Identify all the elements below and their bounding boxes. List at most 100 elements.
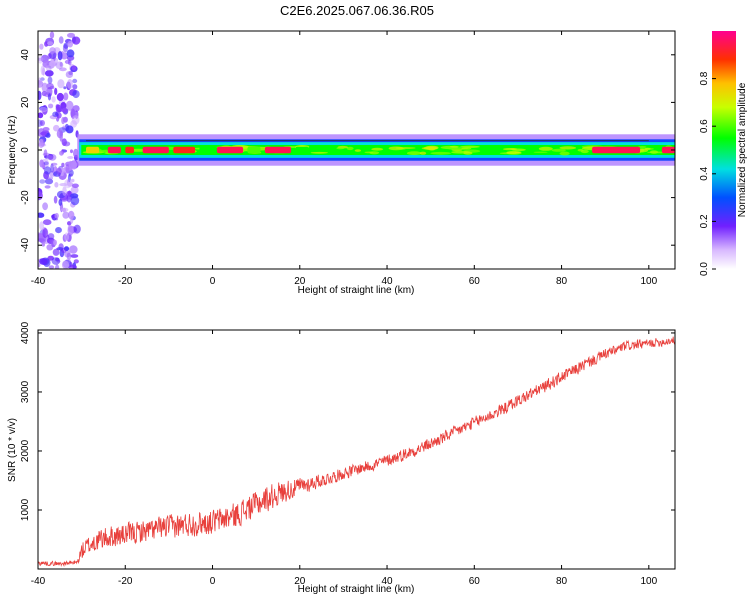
noise-speckle bbox=[69, 245, 78, 254]
noise-speckle bbox=[66, 49, 75, 58]
noise-speckle bbox=[47, 153, 54, 160]
band-texture bbox=[310, 151, 328, 154]
noise-speckle bbox=[52, 111, 59, 118]
band-segment bbox=[592, 146, 641, 154]
y-tick-label: -20 bbox=[20, 190, 31, 205]
colorbar: 0.0 0.2 0.4 0.6 0.8 Normalized spectral ampl… bbox=[699, 31, 748, 276]
noise-speckle bbox=[70, 217, 74, 224]
noise-speckle bbox=[49, 47, 56, 54]
noise-speckle bbox=[57, 79, 65, 89]
x-tick-label: 100 bbox=[640, 576, 657, 587]
spectrogram-noise-region bbox=[38, 31, 81, 269]
band-texture bbox=[514, 151, 522, 154]
noise-speckle bbox=[61, 107, 68, 114]
noise-speckle bbox=[70, 196, 80, 206]
noise-speckle bbox=[46, 87, 53, 97]
noise-speckle bbox=[57, 51, 63, 61]
noise-speckle bbox=[67, 182, 74, 187]
snr-y-axis-label: SNR (10 * v/v) bbox=[7, 418, 18, 482]
noise-speckle bbox=[67, 156, 74, 159]
noise-speckle bbox=[54, 212, 59, 219]
noise-speckle bbox=[59, 183, 68, 187]
band-texture bbox=[371, 147, 384, 151]
x-tick-label: -40 bbox=[31, 576, 46, 587]
noise-speckle bbox=[62, 186, 67, 197]
noise-speckle bbox=[42, 219, 52, 226]
noise-speckle bbox=[51, 96, 56, 103]
colorbar-tick-label: 0.4 bbox=[699, 166, 710, 180]
noise-speckle bbox=[65, 164, 70, 174]
noise-speckle bbox=[39, 159, 44, 168]
y-tick-label: 40 bbox=[20, 49, 31, 61]
snr-x-axis-label: Height of straight line (km) bbox=[298, 584, 415, 595]
noise-speckle bbox=[67, 40, 73, 48]
noise-speckle bbox=[65, 100, 74, 111]
noise-speckle bbox=[67, 225, 74, 236]
noise-speckle bbox=[53, 195, 58, 204]
band-segment bbox=[216, 146, 244, 154]
noise-speckle bbox=[58, 36, 64, 44]
band-texture bbox=[369, 151, 380, 155]
noise-speckle bbox=[38, 262, 41, 268]
noise-speckle bbox=[70, 254, 79, 258]
noise-speckle bbox=[63, 92, 69, 101]
x-tick-label: 100 bbox=[640, 276, 657, 287]
spectrogram-band bbox=[77, 134, 675, 166]
x-tick-label: 20 bbox=[294, 276, 306, 287]
colorbar-tick-label: 0.8 bbox=[699, 71, 710, 85]
noise-speckle bbox=[43, 149, 48, 159]
spectrogram-x-ticks: -40 -20 0 20 40 60 80 100 bbox=[31, 31, 658, 287]
noise-speckle bbox=[41, 242, 45, 247]
snr-panel: -40 -20 0 20 40 60 80 100 1000 2000 3000 4000 Heig… bbox=[7, 321, 676, 595]
noise-speckle bbox=[45, 65, 52, 71]
noise-speckle bbox=[42, 127, 50, 132]
noise-speckle bbox=[70, 193, 79, 199]
x-tick-label: 60 bbox=[469, 276, 481, 287]
colorbar-tick-label: 0.0 bbox=[699, 262, 710, 276]
noise-speckle bbox=[73, 148, 79, 158]
noise-speckle bbox=[68, 59, 72, 66]
y-tick-label: 4000 bbox=[20, 321, 31, 344]
noise-speckle bbox=[47, 176, 54, 180]
noise-speckle bbox=[55, 227, 62, 234]
noise-speckle bbox=[38, 90, 42, 100]
x-tick-label: -20 bbox=[118, 576, 133, 587]
noise-speckle bbox=[62, 207, 66, 213]
noise-speckle bbox=[40, 131, 48, 136]
noise-speckle bbox=[61, 117, 65, 125]
noise-speckle bbox=[62, 211, 70, 219]
noise-speckle bbox=[51, 257, 61, 265]
noise-speckle bbox=[44, 178, 54, 185]
noise-speckle bbox=[67, 173, 71, 183]
noise-speckle bbox=[56, 167, 62, 175]
noise-speckle bbox=[59, 62, 63, 67]
noise-speckle bbox=[71, 183, 79, 189]
band-texture bbox=[644, 147, 651, 150]
noise-speckle bbox=[48, 265, 55, 269]
noise-speckle bbox=[39, 120, 46, 126]
snr-x-ticks: -40 -20 0 20 40 60 80 100 bbox=[31, 330, 658, 587]
noise-speckle bbox=[63, 86, 67, 90]
band-segment bbox=[125, 146, 134, 154]
snr-frame bbox=[37, 329, 676, 570]
noise-speckle bbox=[61, 138, 67, 146]
noise-speckle bbox=[51, 214, 55, 219]
noise-speckle bbox=[68, 71, 73, 76]
band-texture bbox=[425, 145, 439, 150]
band-texture bbox=[511, 148, 526, 152]
band-texture bbox=[559, 151, 570, 156]
noise-speckle bbox=[59, 67, 67, 72]
noise-speckle bbox=[47, 93, 52, 101]
noise-speckle bbox=[57, 107, 63, 113]
noise-speckle bbox=[46, 244, 54, 251]
band-texture bbox=[336, 147, 345, 150]
noise-speckle bbox=[66, 79, 73, 89]
noise-speckle bbox=[54, 182, 59, 188]
noise-speckle bbox=[49, 31, 55, 39]
noise-speckle bbox=[73, 259, 79, 264]
band-segment bbox=[199, 146, 217, 154]
x-tick-label: 0 bbox=[210, 576, 216, 587]
noise-speckle bbox=[39, 258, 48, 265]
noise-speckle bbox=[47, 233, 55, 240]
